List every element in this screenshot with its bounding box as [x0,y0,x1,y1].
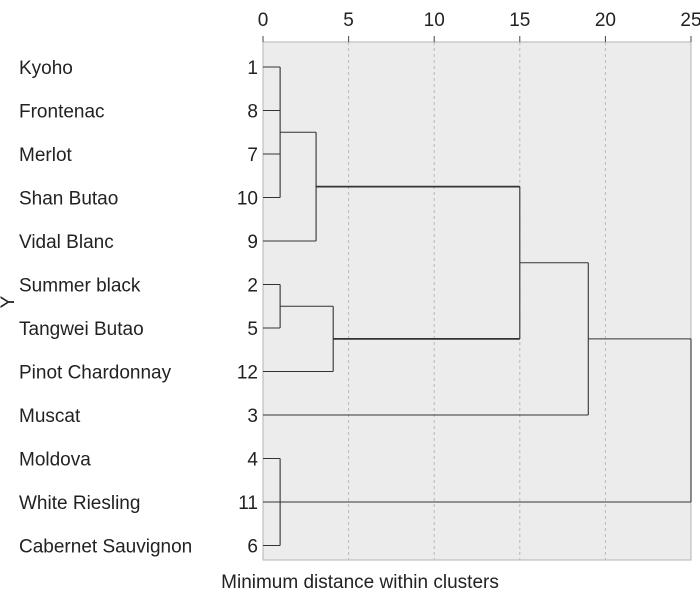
leaf-label: Cabernet Sauvignon [19,537,192,558]
leaf-number: 10 [237,189,258,210]
leaf-number: 6 [247,537,258,558]
leaf-label: Moldova [19,450,91,471]
leaf-label: Tangwei Butao [19,319,144,340]
leaf-label: Kyoho [19,58,73,79]
leaf-number: 4 [247,450,258,471]
y-axis-title: Y [0,295,19,308]
x-tick-label: 25 [680,10,700,31]
leaf-label: Frontenac [19,102,105,123]
leaf-number: 8 [247,102,258,123]
x-tick-label: 20 [595,10,616,31]
leaf-number: 5 [247,319,258,340]
x-tick-label: 0 [258,10,269,31]
leaf-label: Summer black [19,276,141,297]
x-axis-title: Minimum distance within clusters [221,572,499,593]
leaf-number: 12 [237,363,258,384]
plot-area [262,41,692,561]
leaf-label: White Riesling [19,493,140,514]
x-tick-label: 5 [343,10,354,31]
leaf-number: 1 [247,58,258,79]
leaf-number: 7 [247,145,258,166]
leaf-label: Vidal Blanc [19,232,114,253]
leaf-number: 9 [247,232,258,253]
x-tick-label: 15 [509,10,530,31]
leaf-label: Muscat [19,406,81,427]
leaf-label: Merlot [19,145,73,166]
leaf-label: Shan Butao [19,189,118,210]
leaf-number: 11 [238,493,258,514]
leaf-label: Pinot Chardonnay [19,363,172,384]
leaf-number: 3 [247,406,258,427]
x-tick-label: 10 [424,10,445,31]
leaf-number: 2 [247,276,258,297]
